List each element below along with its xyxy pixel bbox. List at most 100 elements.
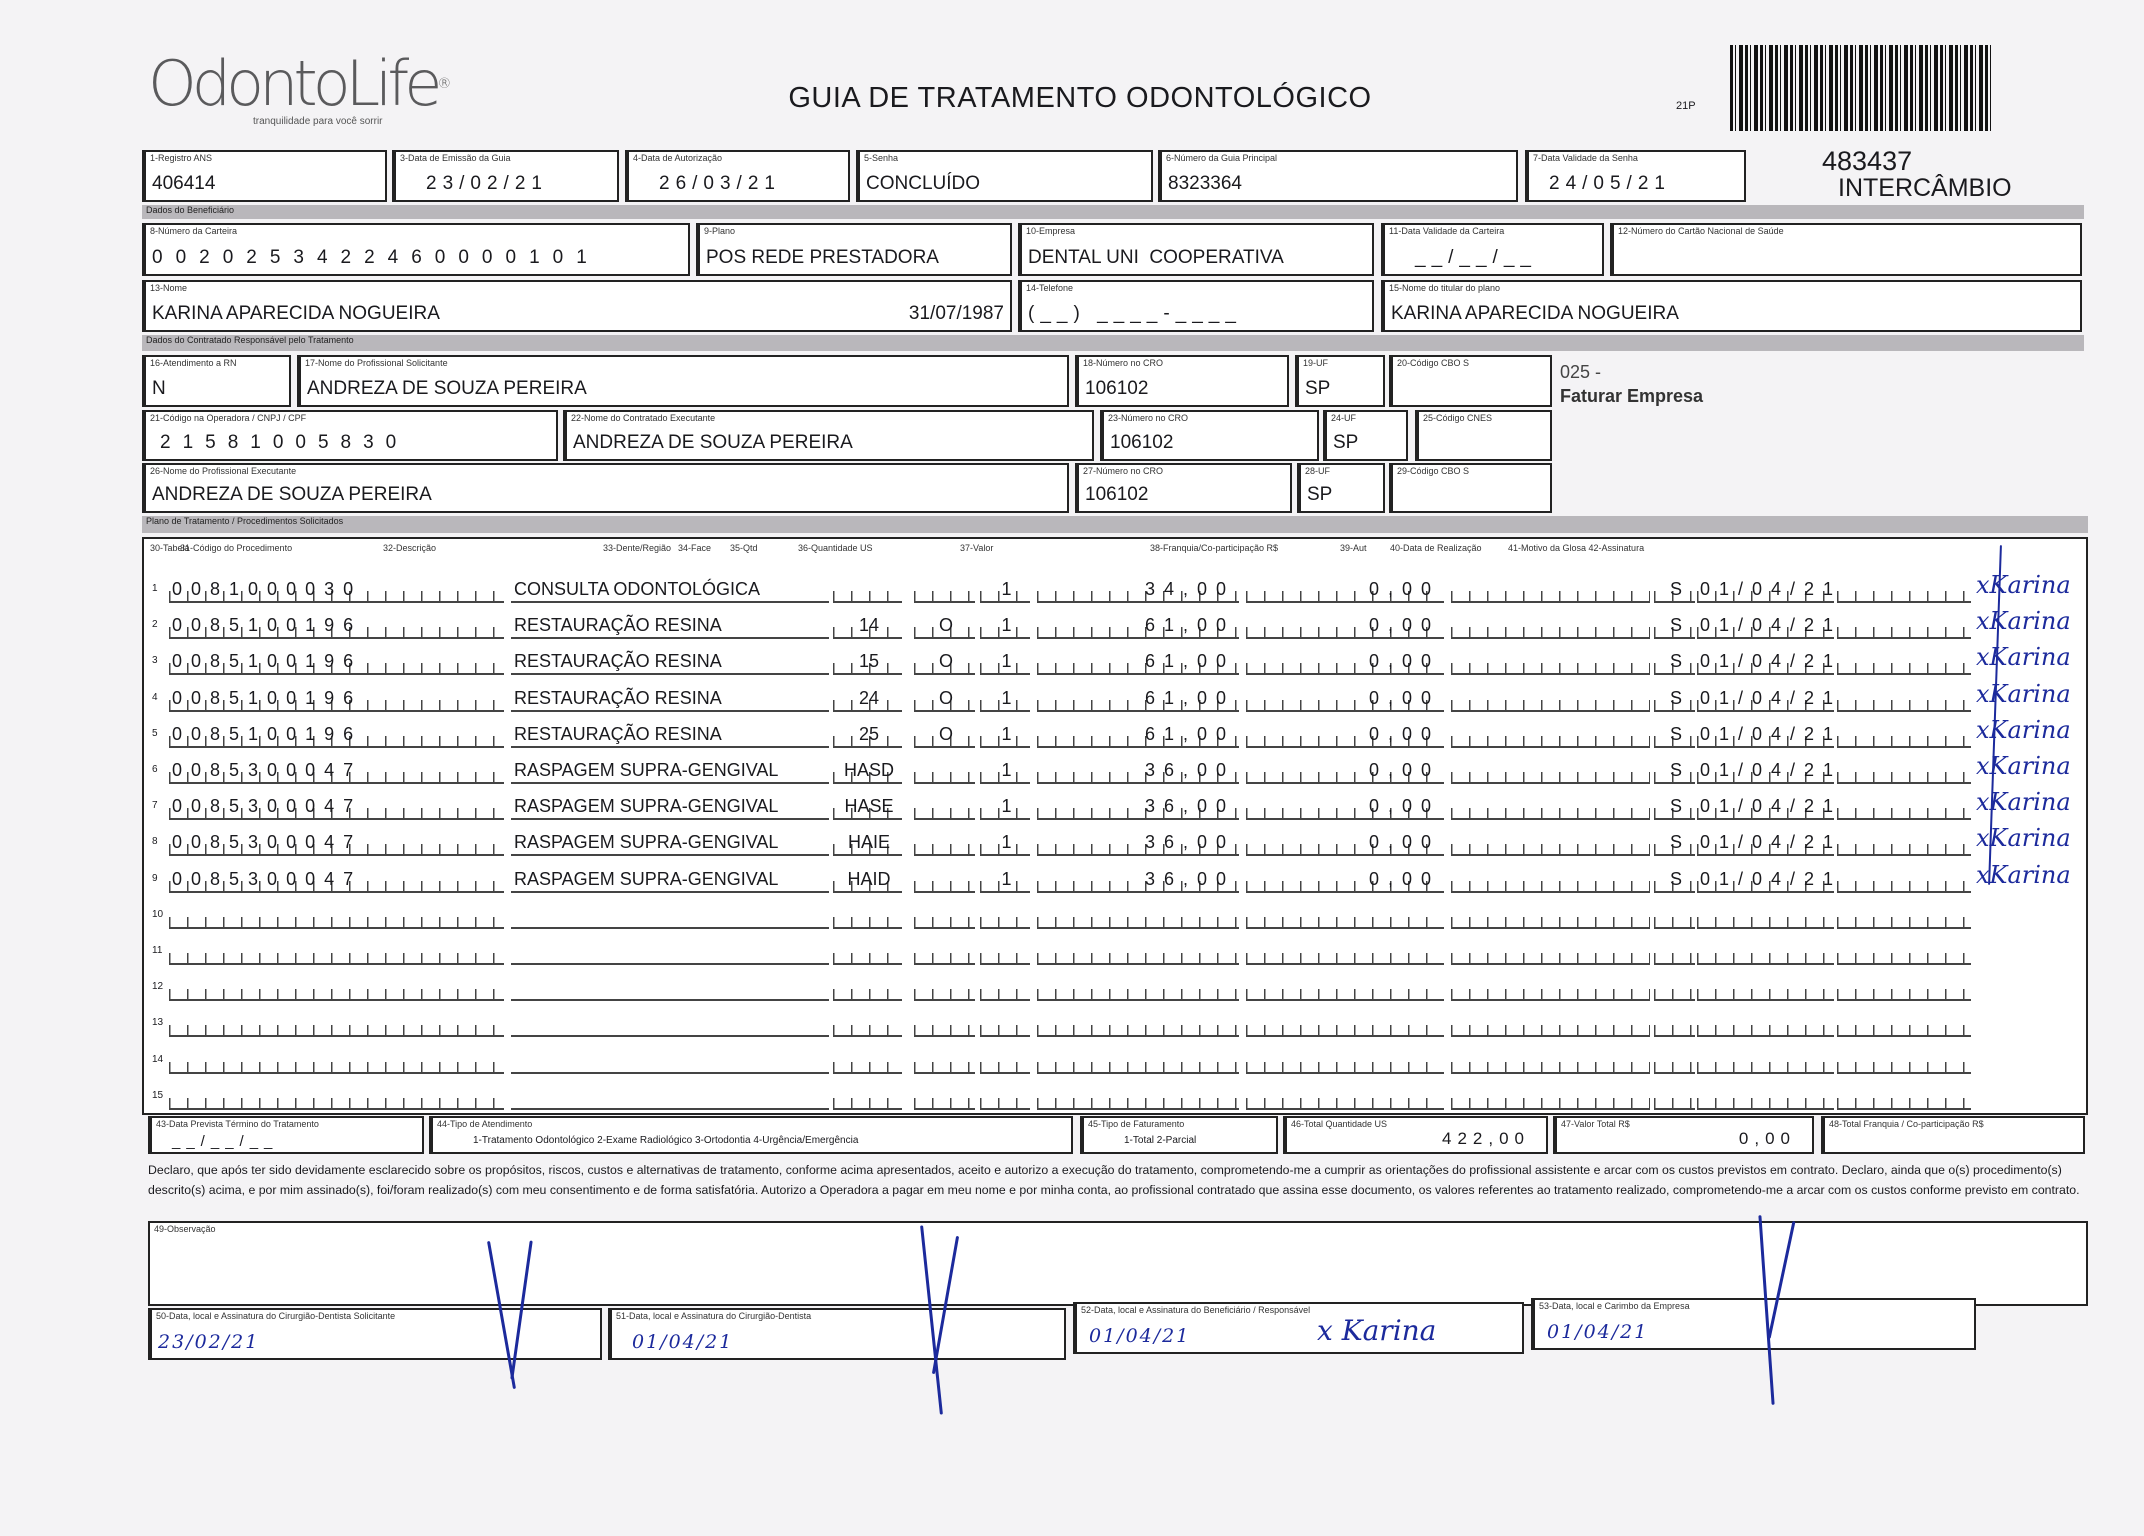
tooth-region-cell[interactable]: 25 bbox=[833, 719, 902, 748]
field-carteira[interactable]: 8-Número da Carteira 0020253422460000101 bbox=[142, 223, 690, 276]
procedure-code-cell[interactable] bbox=[169, 1045, 504, 1074]
tooth-region-cell[interactable]: HASE bbox=[833, 792, 902, 821]
field-cro-solicitante[interactable]: 18-Número no CRO 106102 bbox=[1075, 355, 1289, 407]
description-cell[interactable]: CONSULTA ODONTOLÓGICA bbox=[511, 575, 829, 603]
value-cell[interactable]: 0,00 bbox=[1246, 828, 1444, 857]
procedure-code-cell[interactable]: 0085300047 bbox=[169, 756, 504, 784]
description-cell[interactable] bbox=[511, 1082, 829, 1110]
denial-reason-cell[interactable] bbox=[1837, 756, 1971, 784]
value-cell[interactable] bbox=[1246, 900, 1444, 929]
tooth-region-cell[interactable]: HASD bbox=[833, 756, 902, 784]
field-codigo-operadora[interactable]: 21-Código na Operadora / CNPJ / CPF 21581… bbox=[142, 410, 558, 461]
field-data-emissao[interactable]: 3-Data de Emissão da Guia 23/02/21 bbox=[392, 150, 619, 202]
value-cell[interactable] bbox=[1246, 973, 1444, 1002]
procedure-code-cell[interactable] bbox=[169, 1009, 504, 1038]
face-cell[interactable]: O bbox=[914, 683, 975, 712]
copay-cell[interactable] bbox=[1451, 1045, 1650, 1074]
quantity-us-cell[interactable]: 36,00 bbox=[1037, 864, 1239, 893]
copay-cell[interactable] bbox=[1451, 937, 1650, 965]
quantity-us-cell[interactable] bbox=[1037, 900, 1239, 929]
face-cell[interactable] bbox=[914, 900, 975, 929]
tooth-region-cell[interactable] bbox=[833, 973, 902, 1002]
tooth-region-cell[interactable]: 15 bbox=[833, 647, 902, 676]
field-uf-solicitante[interactable]: 19-UF SP bbox=[1295, 355, 1385, 407]
denial-reason-cell[interactable] bbox=[1837, 792, 1971, 821]
value-cell[interactable] bbox=[1246, 1009, 1444, 1038]
field-senha[interactable]: 5-Senha CONCLUÍDO bbox=[856, 150, 1153, 202]
description-cell[interactable]: RESTAURAÇÃO RESINA bbox=[511, 684, 829, 712]
authorization-cell[interactable]: S bbox=[1654, 647, 1695, 676]
quantity-us-cell[interactable]: 61,00 bbox=[1037, 719, 1239, 748]
denial-reason-cell[interactable] bbox=[1837, 647, 1971, 676]
field-total-franquia[interactable]: 48-Total Franquia / Co-participação R$ bbox=[1821, 1116, 2085, 1154]
signature-box-empresa[interactable]: 53-Data, local e Carimbo da Empresa 01/04… bbox=[1531, 1298, 1976, 1350]
procedure-code-cell[interactable] bbox=[169, 900, 504, 929]
tooth-region-cell[interactable] bbox=[833, 900, 902, 929]
field-nome[interactable]: 13-Nome KARINA APARECIDA NOGUEIRA 31/07/19… bbox=[142, 280, 1012, 332]
value-cell[interactable]: 0,00 bbox=[1246, 683, 1444, 712]
field-validade-senha[interactable]: 7-Data Validade da Senha 24/05/21 bbox=[1525, 150, 1746, 202]
authorization-cell[interactable]: S bbox=[1654, 683, 1695, 712]
procedure-code-cell[interactable] bbox=[169, 1081, 504, 1110]
denial-reason-cell[interactable] bbox=[1837, 1081, 1971, 1110]
description-cell[interactable] bbox=[511, 901, 829, 929]
field-telefone[interactable]: 14-Telefone (__) ____-____ bbox=[1018, 280, 1374, 332]
quantity-us-cell[interactable]: 61,00 bbox=[1037, 611, 1239, 640]
quantity-us-cell[interactable]: 61,00 bbox=[1037, 647, 1239, 676]
quantity-cell[interactable]: 1 bbox=[980, 864, 1030, 893]
tooth-region-cell[interactable] bbox=[833, 1045, 902, 1074]
authorization-cell[interactable]: S bbox=[1654, 575, 1695, 603]
procedure-code-cell[interactable]: 0085100196 bbox=[169, 647, 504, 676]
field-profissional-executante[interactable]: 26-Nome do Profissional Executante ANDREZ… bbox=[142, 463, 1069, 513]
authorization-cell[interactable] bbox=[1654, 900, 1695, 929]
face-cell[interactable] bbox=[914, 1081, 975, 1110]
authorization-cell[interactable] bbox=[1654, 973, 1695, 1002]
realization-date-cell[interactable]: 01/04/21 bbox=[1697, 719, 1834, 748]
realization-date-cell[interactable] bbox=[1697, 1009, 1834, 1038]
field-plano[interactable]: 9-Plano POS REDE PRESTADORA bbox=[696, 223, 1012, 276]
description-cell[interactable] bbox=[511, 1046, 829, 1074]
denial-reason-cell[interactable] bbox=[1837, 611, 1971, 640]
face-cell[interactable] bbox=[914, 828, 975, 857]
procedure-code-cell[interactable]: 0085100196 bbox=[169, 611, 504, 640]
quantity-cell[interactable]: 1 bbox=[980, 611, 1030, 640]
quantity-cell[interactable] bbox=[980, 900, 1030, 929]
procedure-code-cell[interactable]: 0085300047 bbox=[169, 828, 504, 857]
quantity-cell[interactable]: 1 bbox=[980, 756, 1030, 784]
copay-cell[interactable] bbox=[1451, 1081, 1650, 1110]
field-cnes[interactable]: 25-Código CNES bbox=[1415, 410, 1552, 461]
quantity-us-cell[interactable] bbox=[1037, 937, 1239, 965]
field-contratado-executante[interactable]: 22-Nome do Contratado Executante ANDREZA … bbox=[563, 410, 1094, 461]
denial-reason-cell[interactable] bbox=[1837, 828, 1971, 857]
realization-date-cell[interactable]: 01/04/21 bbox=[1697, 756, 1834, 784]
value-cell[interactable]: 0,00 bbox=[1246, 792, 1444, 821]
copay-cell[interactable] bbox=[1451, 864, 1650, 893]
face-cell[interactable]: O bbox=[914, 611, 975, 640]
tooth-region-cell[interactable]: 24 bbox=[833, 683, 902, 712]
quantity-cell[interactable]: 1 bbox=[980, 828, 1030, 857]
field-validade-carteira[interactable]: 11-Data Validade da Carteira __/__/__ bbox=[1381, 223, 1604, 276]
field-cns[interactable]: 12-Número do Cartão Nacional de Saúde bbox=[1610, 223, 2082, 276]
description-cell[interactable]: RESTAURAÇÃO RESINA bbox=[511, 611, 829, 640]
procedure-code-cell[interactable]: 0085100196 bbox=[169, 719, 504, 748]
quantity-us-cell[interactable]: 36,00 bbox=[1037, 756, 1239, 784]
field-cro-executante[interactable]: 23-Número no CRO 106102 bbox=[1100, 410, 1319, 461]
authorization-cell[interactable] bbox=[1654, 937, 1695, 965]
denial-reason-cell[interactable] bbox=[1837, 1009, 1971, 1038]
realization-date-cell[interactable] bbox=[1697, 937, 1834, 965]
quantity-cell[interactable]: 1 bbox=[980, 647, 1030, 676]
value-cell[interactable] bbox=[1246, 1081, 1444, 1110]
signature-box-solicitante[interactable]: 50-Data, local e Assinatura do Cirurgião… bbox=[148, 1308, 602, 1360]
field-registro-ans[interactable]: 1-Registro ANS 406414 bbox=[142, 150, 387, 202]
value-cell[interactable]: 0,00 bbox=[1246, 719, 1444, 748]
signature-box-dentista[interactable]: 51-Data, local e Assinatura do Cirurgião… bbox=[608, 1308, 1066, 1360]
denial-reason-cell[interactable] bbox=[1837, 683, 1971, 712]
realization-date-cell[interactable]: 01/04/21 bbox=[1697, 792, 1834, 821]
quantity-us-cell[interactable] bbox=[1037, 1009, 1239, 1038]
copay-cell[interactable] bbox=[1451, 575, 1650, 603]
signature-box-beneficiario[interactable]: 52-Data, local e Assinatura do Beneficiá… bbox=[1073, 1302, 1524, 1354]
realization-date-cell[interactable]: 01/04/21 bbox=[1697, 611, 1834, 640]
quantity-cell[interactable] bbox=[980, 1081, 1030, 1110]
face-cell[interactable]: O bbox=[914, 719, 975, 748]
procedure-code-cell[interactable] bbox=[169, 937, 504, 965]
